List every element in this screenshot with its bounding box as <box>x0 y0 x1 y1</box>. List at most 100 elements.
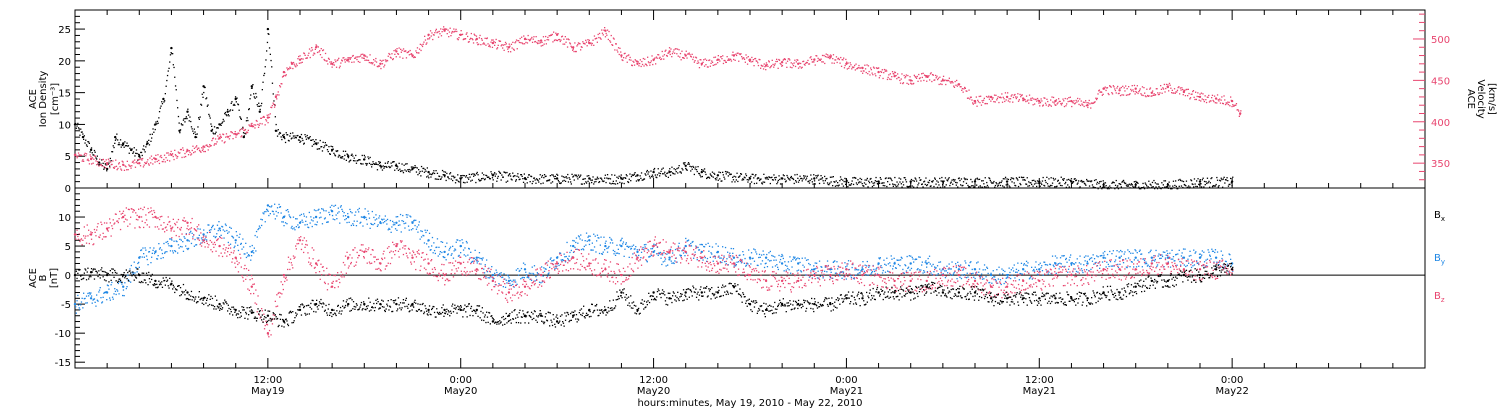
velocity-point <box>225 133 228 135</box>
velocity-point <box>470 37 472 39</box>
velocity-point <box>1158 93 1160 96</box>
velocity-point <box>476 42 478 44</box>
velocity-point <box>1119 94 1122 97</box>
velocity-point <box>249 125 251 127</box>
ion-density-point <box>599 177 601 179</box>
ion-density-point <box>848 184 850 186</box>
ion-density-point <box>164 93 166 95</box>
velocity-point <box>433 34 435 36</box>
velocity-point <box>972 103 974 105</box>
ion-density-point <box>443 171 445 173</box>
by-point <box>680 255 682 257</box>
velocity-point <box>96 161 99 163</box>
velocity-point <box>600 38 602 40</box>
ion-density-point <box>808 182 811 184</box>
ion-density-point <box>132 151 135 153</box>
velocity-point <box>92 162 94 164</box>
by-point <box>750 263 752 265</box>
by-point <box>965 262 967 264</box>
ion-density-point <box>759 178 761 181</box>
by-point <box>690 242 692 245</box>
ion-density-point <box>214 133 216 135</box>
ion-density-point <box>233 103 235 106</box>
velocity-point <box>102 159 104 161</box>
velocity-point <box>623 53 625 55</box>
ion-density-point <box>326 144 328 146</box>
velocity-point <box>719 56 722 58</box>
ion-density-point <box>689 165 691 167</box>
velocity-point <box>273 106 276 108</box>
velocity-data-point <box>845 62 848 65</box>
by-point <box>387 229 389 231</box>
by-point <box>1064 265 1066 268</box>
ion-density-point <box>271 82 274 84</box>
ion-density-point <box>908 185 910 188</box>
velocity-point <box>966 97 969 99</box>
velocity-point <box>1064 97 1066 100</box>
by-point <box>516 283 518 285</box>
ion-density-point <box>718 171 720 173</box>
ion-density-data-point <box>258 110 261 113</box>
velocity-data-point <box>684 54 687 57</box>
by-point <box>1067 268 1070 270</box>
velocity-point <box>358 56 360 58</box>
ion-density-point <box>351 153 353 155</box>
by-point <box>995 280 997 282</box>
velocity-point <box>359 61 361 63</box>
velocity-point <box>839 62 841 64</box>
by-point <box>668 259 670 261</box>
velocity-point <box>899 79 901 82</box>
velocity-point <box>717 62 719 64</box>
ion-density-point <box>502 176 504 178</box>
by-point <box>386 223 388 225</box>
velocity-point <box>724 59 726 62</box>
ion-density-point <box>536 179 538 181</box>
velocity-point <box>606 29 609 31</box>
ion-density-point <box>291 137 293 139</box>
by-point <box>428 232 431 234</box>
velocity-point <box>328 58 330 60</box>
velocity-point <box>1220 99 1222 101</box>
by-point <box>118 293 120 295</box>
ion-density-point <box>372 161 374 163</box>
ion-density-point <box>821 178 823 180</box>
by-point <box>606 247 608 250</box>
ion-density-point <box>737 180 739 183</box>
velocity-point <box>636 60 639 62</box>
by-point <box>879 257 881 259</box>
ion-density-point <box>693 166 695 168</box>
by-point <box>910 255 912 257</box>
ion-density-point <box>588 175 590 177</box>
velocity-point <box>85 153 88 155</box>
ion-density-point <box>392 161 394 163</box>
by-point <box>128 280 130 282</box>
velocity-point <box>886 70 888 72</box>
ion-density-point <box>469 176 471 178</box>
by-point <box>273 213 275 215</box>
velocity-point <box>311 49 314 51</box>
by-point <box>878 257 880 259</box>
by-point <box>784 261 786 263</box>
by-point <box>509 282 511 285</box>
ion-density-point <box>1065 181 1067 184</box>
velocity-point <box>372 62 374 64</box>
velocity-point <box>197 147 199 149</box>
velocity-point <box>537 42 539 45</box>
velocity-point <box>1027 99 1029 101</box>
by-point <box>232 236 234 238</box>
velocity-point <box>859 67 861 69</box>
velocity-point <box>904 77 906 79</box>
ion-density-point <box>373 163 376 165</box>
velocity-point <box>670 48 672 50</box>
ion-density-point <box>168 67 170 69</box>
velocity-point <box>285 74 287 76</box>
velocity-point <box>844 64 846 67</box>
ion-density-point <box>891 179 893 182</box>
ion-density-point <box>353 157 355 159</box>
by-point <box>457 239 459 241</box>
ion-density-point <box>382 165 384 167</box>
ion-density-point <box>171 53 173 55</box>
ion-density-point <box>1170 188 1172 190</box>
by-point <box>103 291 106 294</box>
by-point <box>612 249 614 252</box>
